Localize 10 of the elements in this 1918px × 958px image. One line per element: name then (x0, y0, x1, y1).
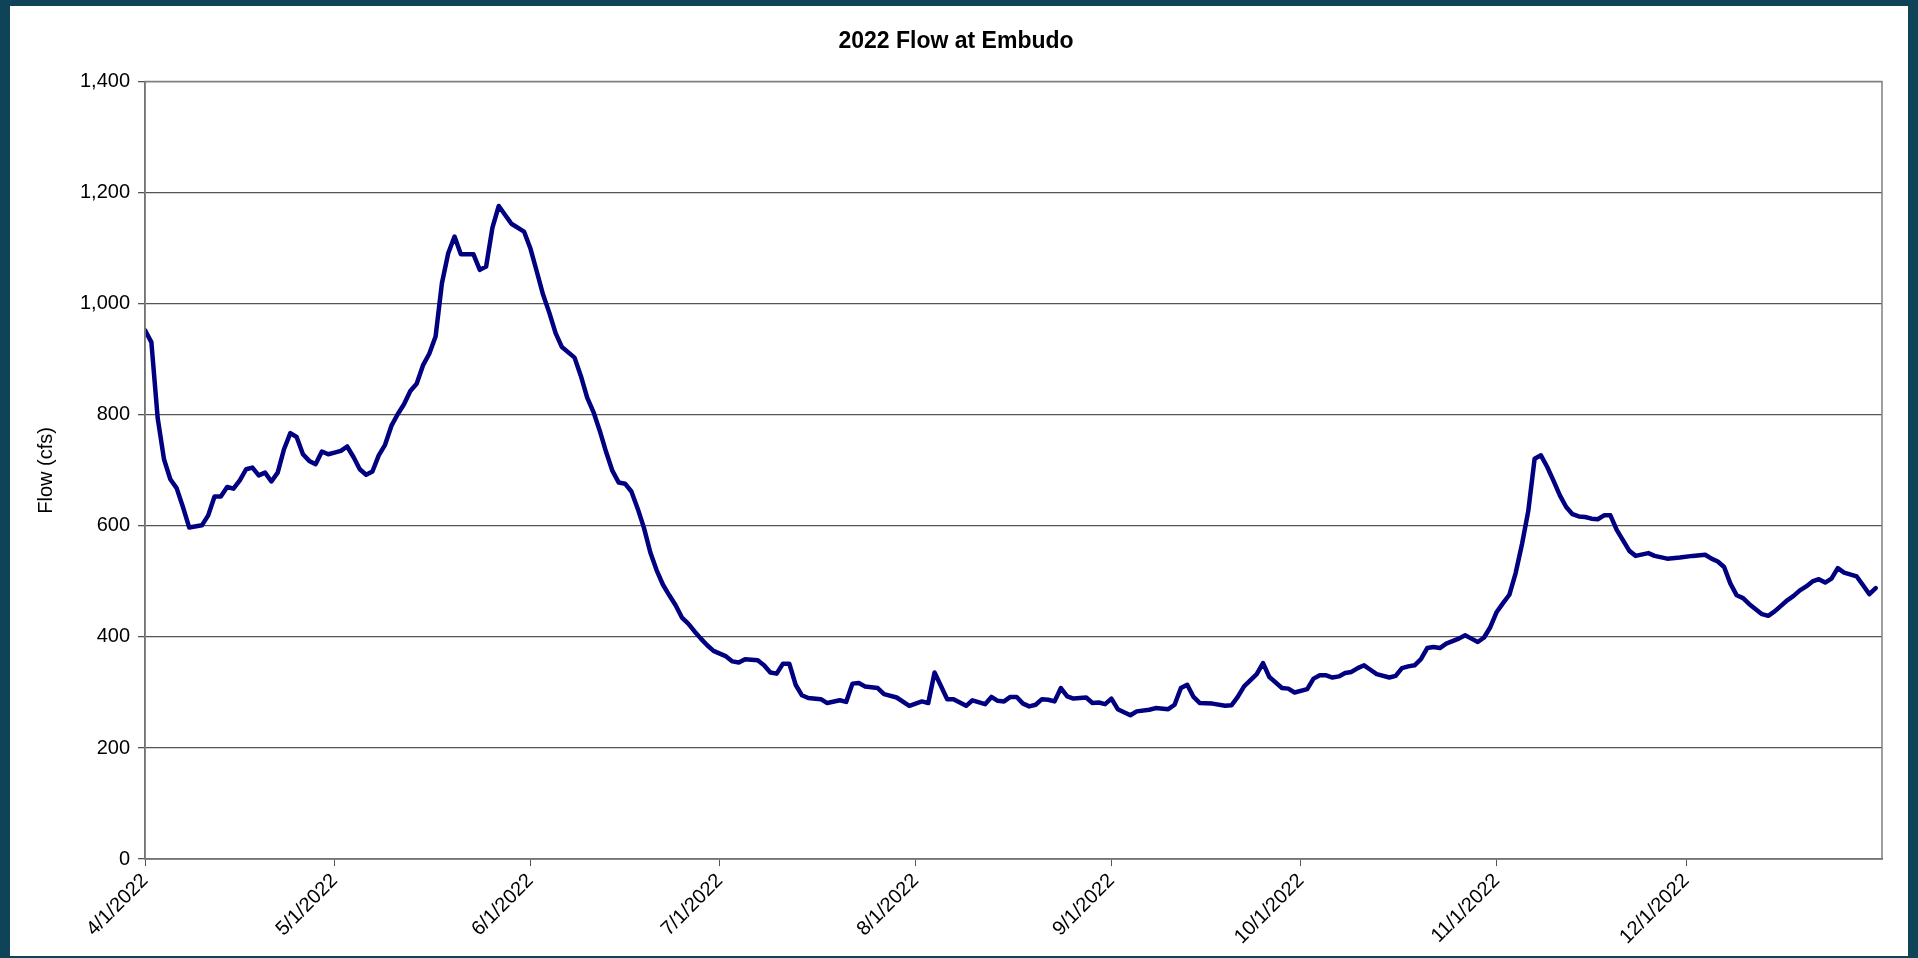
y-tick-label: 1,200 (79, 180, 131, 203)
y-tick-label: 1,000 (79, 291, 131, 314)
chart-title: 2022 Flow at Embudo (838, 27, 1074, 54)
y-tick-label: 0 (118, 846, 131, 869)
y-tick-label: 400 (96, 624, 131, 647)
y-tick-label: 600 (96, 513, 131, 536)
y-tick-label: 200 (96, 735, 131, 758)
y-tick-label: 1,400 (79, 69, 131, 92)
y-tick-label: 800 (96, 402, 131, 425)
y-axis-title: Flow (cfs) (33, 427, 56, 514)
